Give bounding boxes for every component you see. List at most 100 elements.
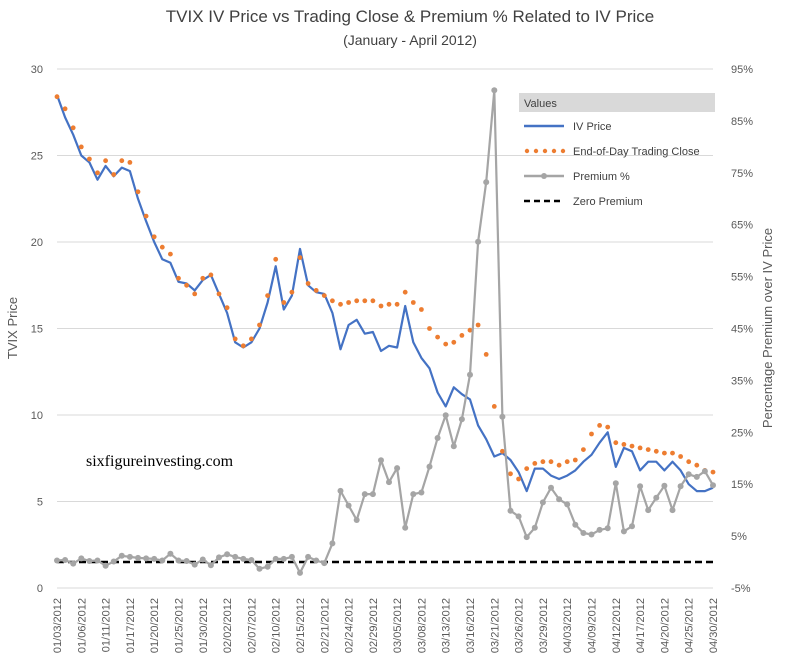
premium-point xyxy=(418,489,425,496)
end-of-day-trading-close-point xyxy=(297,255,303,260)
end-of-day-trading-close-point xyxy=(500,448,505,454)
end-of-day-trading-close-point xyxy=(240,343,246,349)
x-tick-label: 01/06/2012 xyxy=(76,598,88,653)
chart-subtitle: (January - April 2012) xyxy=(343,32,477,48)
premium-point xyxy=(329,540,336,547)
premium-point xyxy=(710,482,716,489)
x-tick-label: 04/30/2012 xyxy=(708,598,720,653)
premium-point xyxy=(167,550,174,557)
end-of-day-trading-close-point xyxy=(216,291,222,297)
x-tick-label: 03/08/2012 xyxy=(416,598,428,653)
end-of-day-trading-close-point xyxy=(305,281,311,286)
end-of-day-trading-close-point xyxy=(427,326,432,331)
premium-point xyxy=(701,468,708,475)
end-of-day-trading-close-point xyxy=(435,334,440,340)
premium-point xyxy=(110,558,117,565)
premium-point xyxy=(207,562,214,569)
premium-point xyxy=(588,531,595,538)
end-of-day-trading-close-point xyxy=(378,303,384,309)
premium-point xyxy=(523,534,530,541)
legend-label: Premium % xyxy=(573,171,630,183)
end-of-day-trading-close-point xyxy=(613,440,619,446)
premium-point xyxy=(313,557,320,564)
end-of-day-trading-close-point xyxy=(354,298,360,304)
premium-point xyxy=(288,553,295,560)
premium-point xyxy=(369,491,376,498)
end-of-day-trading-close-point xyxy=(524,466,530,471)
premium-point xyxy=(645,507,652,514)
legend-label: IV Price xyxy=(573,121,612,133)
premium-point xyxy=(442,412,449,419)
premium-point xyxy=(531,524,538,531)
premium-point xyxy=(183,558,190,564)
premium-point xyxy=(426,463,433,470)
premium-point xyxy=(548,484,554,491)
chart-title: TVIX IV Price vs Trading Close & Premium… xyxy=(166,7,654,26)
legend-swatch-dot xyxy=(560,148,566,154)
y-tick-label: 25 xyxy=(31,151,43,163)
x-tick-label: 04/12/2012 xyxy=(611,598,623,653)
premium-point xyxy=(224,551,231,558)
premium-point xyxy=(564,501,571,508)
right-axis-ticks: -5% 5% 15% 25% 35% 45% 55% 65% 75% 85% 95% xyxy=(731,64,753,595)
y-tick-label: 15 xyxy=(31,324,43,336)
premium-point xyxy=(483,179,490,186)
end-of-day-trading-close-point xyxy=(362,298,368,304)
legend-item-iv-price: IV Price xyxy=(524,121,612,133)
premium-point xyxy=(94,557,101,564)
premium-point xyxy=(264,563,271,570)
x-tick-label: 03/29/2012 xyxy=(538,598,550,653)
premium-point xyxy=(394,465,401,472)
premium-point xyxy=(539,499,546,506)
end-of-day-trading-close-point xyxy=(70,125,76,131)
end-of-day-trading-close-point xyxy=(127,160,133,165)
end-of-day-trading-close-point xyxy=(95,170,100,176)
x-tick-label: 02/07/2012 xyxy=(246,598,258,653)
premium-point xyxy=(248,557,255,563)
legend-label: End-of-Day Trading Close xyxy=(573,146,700,158)
y2-tick-label: 45% xyxy=(731,324,753,336)
y2-tick-label: 5% xyxy=(731,531,747,543)
end-of-day-trading-close-point xyxy=(232,336,238,342)
premium-point xyxy=(629,523,635,530)
x-tick-label: 03/21/2012 xyxy=(489,598,501,653)
x-tick-label: 02/02/2012 xyxy=(222,598,234,653)
premium-point xyxy=(159,557,166,564)
end-of-day-trading-close-point xyxy=(686,459,692,465)
end-of-day-trading-close-point xyxy=(402,289,408,295)
iv-price-series xyxy=(55,94,714,493)
legend-swatch-marker xyxy=(541,173,547,179)
end-of-day-trading-close-point xyxy=(370,298,376,304)
premium-point xyxy=(402,524,409,531)
premium-point xyxy=(345,502,352,509)
premium-point xyxy=(175,557,182,564)
premium-point xyxy=(467,371,473,378)
premium-point xyxy=(572,521,579,528)
x-tick-label: 03/26/2012 xyxy=(514,598,526,653)
series-layer xyxy=(54,87,716,576)
y-tick-label: 20 xyxy=(31,237,43,249)
end-of-day-trading-close-point xyxy=(394,301,400,307)
end-of-day-trading-close-point xyxy=(467,327,473,333)
premium-point xyxy=(361,491,368,498)
end-of-day-trading-close-point xyxy=(192,291,198,297)
end-of-day-trading-close-point xyxy=(556,462,562,468)
end-of-day-trading-close-point xyxy=(662,450,667,456)
premium-point xyxy=(337,487,344,494)
y-axis-title: TVIX Price xyxy=(5,297,20,359)
end-of-day-trading-close-point xyxy=(508,471,513,477)
premium-point xyxy=(321,560,328,567)
watermark-annotation: sixfigureinvesting.com xyxy=(86,453,234,470)
end-of-day-trading-close-point xyxy=(168,251,173,257)
legend-title: Values xyxy=(524,98,557,110)
end-of-day-trading-close-point xyxy=(605,424,611,430)
end-of-day-trading-close-point xyxy=(694,462,700,468)
premium-point xyxy=(272,555,279,562)
end-of-day-trading-close-point xyxy=(548,459,554,465)
x-tick-label: 03/16/2012 xyxy=(465,598,477,653)
x-tick-label: 04/03/2012 xyxy=(562,598,574,653)
premium-line xyxy=(56,89,714,575)
end-of-day-trading-close-point xyxy=(281,300,287,305)
premium-point xyxy=(143,555,150,562)
